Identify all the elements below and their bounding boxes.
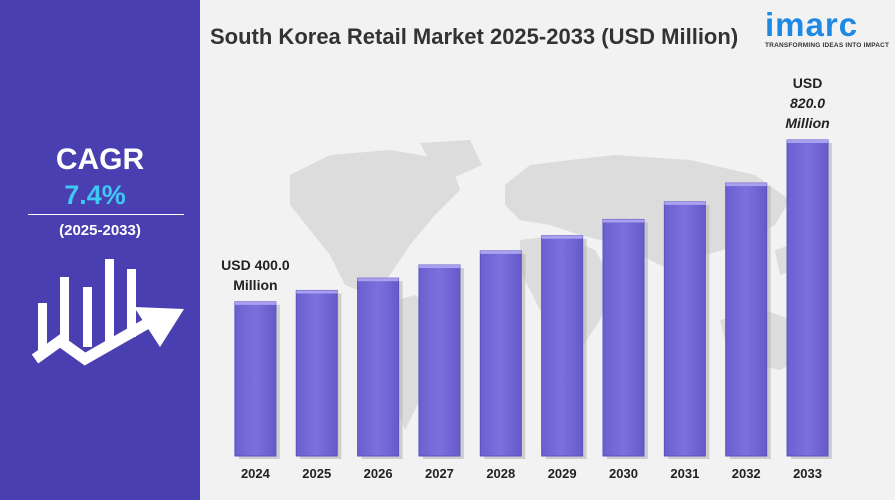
bar-cap-2031: [664, 201, 706, 205]
brand-tagline: TRANSFORMING IDEAS INTO IMPACT: [765, 42, 890, 49]
bar-cap-2026: [357, 278, 399, 282]
bar-cap-2024: [234, 301, 276, 305]
bar-2026: [357, 277, 400, 457]
brand-logo: imarc TRANSFORMING IDEAS INTO IMPACT: [765, 6, 890, 50]
cagr-label: CAGR: [55, 143, 145, 176]
bar-2028: [479, 250, 522, 457]
data-label-2033-line-1: USD: [793, 75, 823, 91]
x-tick-label-2032: 2032: [732, 466, 761, 481]
bar-cap-2032: [725, 183, 767, 187]
bar-cap-2029: [541, 235, 583, 239]
x-tick-label-2030: 2030: [609, 466, 638, 481]
x-tick-label-2024: 2024: [241, 466, 271, 481]
bar-cap-2030: [603, 219, 644, 223]
cagr-value: 7.4%: [64, 180, 126, 210]
x-tick-label-2027: 2027: [425, 466, 454, 481]
bar-2030: [602, 218, 645, 457]
bar-2027: [418, 264, 461, 457]
bar-2033: [786, 139, 829, 457]
x-tick-label-2025: 2025: [302, 466, 331, 481]
divider: [28, 214, 184, 215]
bar-2025: [295, 289, 338, 457]
bar-growth-arrow-icon: [31, 259, 184, 366]
x-tick-label-2031: 2031: [670, 466, 699, 481]
bar-cap-2028: [480, 250, 522, 254]
bar-2029: [541, 235, 584, 457]
x-tick-label-2029: 2029: [548, 466, 577, 481]
x-tick-label-2028: 2028: [486, 466, 515, 481]
sidebar: CAGR 7.4% (2025-2033): [0, 0, 200, 500]
cagr-period: (2025-2033): [59, 222, 141, 239]
x-tick-label-2033: 2033: [793, 466, 822, 481]
bar-2031: [663, 201, 706, 457]
x-tick-label-2026: 2026: [364, 466, 393, 481]
data-label-2024-line-1: USD 400.0: [221, 257, 290, 273]
brand-logo-text: imarc: [765, 6, 859, 43]
bar-2024: [234, 301, 277, 457]
bar-cap-2027: [418, 265, 460, 269]
chart-title: South Korea Retail Market 2025-2033 (USD…: [210, 24, 739, 49]
bar-chart: 2024 2025 2026 2027 2028 2029 2030 2031 2032 2033…: [221, 75, 833, 481]
bar-cap-2025: [296, 290, 338, 294]
data-label-2024-line-2: Million: [233, 277, 277, 293]
bar-cap-2033: [787, 140, 829, 143]
bar-2032: [725, 182, 768, 457]
data-label-2033-line-2: 820.0: [790, 95, 825, 111]
data-label-2033-line-3: Million: [785, 115, 829, 131]
